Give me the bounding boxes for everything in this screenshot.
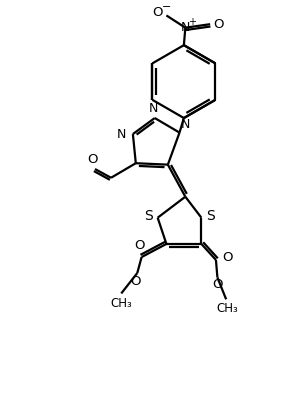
Text: N: N [149,102,158,115]
Text: O: O [134,239,145,252]
Text: O: O [212,278,223,291]
Text: +: + [188,18,196,27]
Text: O: O [131,275,141,288]
Text: N: N [181,21,190,34]
Text: O: O [87,153,97,166]
Text: N: N [117,128,126,141]
Text: O: O [214,18,224,31]
Text: S: S [145,209,153,223]
Text: S: S [206,209,215,223]
Text: N: N [181,118,190,131]
Text: CH₃: CH₃ [217,302,239,315]
Text: O: O [222,251,232,264]
Text: CH₃: CH₃ [110,297,132,310]
Text: O: O [152,6,162,19]
Text: −: − [162,2,171,12]
